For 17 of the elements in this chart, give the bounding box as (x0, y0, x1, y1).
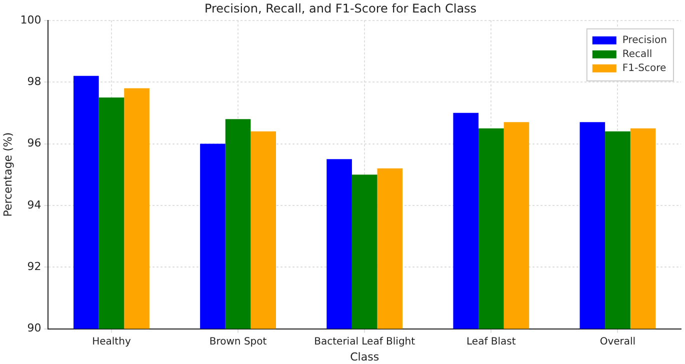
y-tick-label: 92 (27, 260, 42, 273)
y-tick-label: 94 (27, 198, 42, 212)
x-tick-label: Leaf Blast (466, 336, 516, 348)
x-tick-label: Brown Spot (209, 336, 267, 348)
y-tick-label: 100 (20, 13, 42, 26)
y-tick-label: 96 (27, 136, 42, 150)
x-tick-label: Healthy (92, 336, 131, 348)
legend-label: Recall (622, 48, 652, 60)
x-tick-label: Bacterial Leaf Blight (314, 336, 416, 348)
legend-label: Precision (622, 34, 668, 46)
chart-title: Precision, Recall, and F1-Score for Each Class (204, 1, 477, 16)
legend-label: F1-Score (622, 62, 666, 74)
x-axis-title: Class (350, 350, 380, 364)
x-tick-label: Overall (600, 336, 636, 348)
y-axis-title: Percentage (%) (1, 132, 14, 217)
y-tick-label: 98 (27, 74, 42, 88)
y-tick-label: 90 (27, 322, 42, 335)
